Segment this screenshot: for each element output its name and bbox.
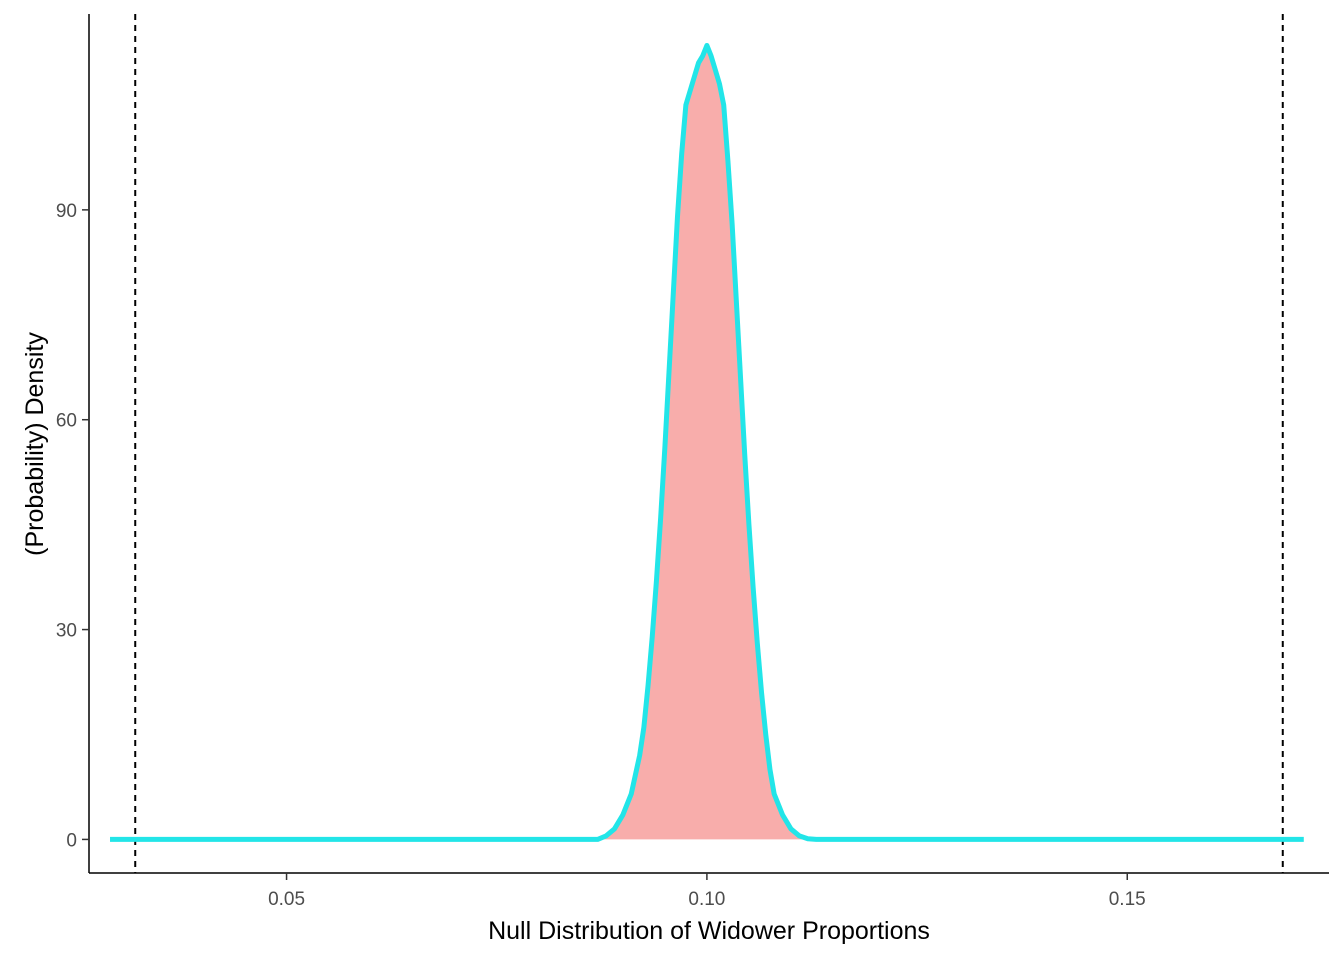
axes: [88, 14, 1329, 874]
x-tick-label: 0.10: [688, 889, 725, 910]
ticks: 0.05 0.10 0.15 0 30 60 90: [56, 201, 1146, 910]
x-axis-title: Null Distribution of Widower Proportions: [488, 917, 930, 945]
density-area-0: [110, 45, 1304, 840]
y-axis-title: (Probability) Density: [21, 332, 49, 556]
y-tick-label: 0: [66, 830, 77, 851]
plot-marks: [110, 14, 1304, 873]
y-tick-label: 90: [56, 201, 77, 222]
x-tick-label: 0.05: [268, 889, 305, 910]
y-tick-label: 60: [56, 411, 77, 432]
density-line-0: [110, 42, 1304, 842]
x-tick-label: 0.15: [1109, 889, 1146, 910]
y-tick-label: 30: [56, 621, 77, 642]
